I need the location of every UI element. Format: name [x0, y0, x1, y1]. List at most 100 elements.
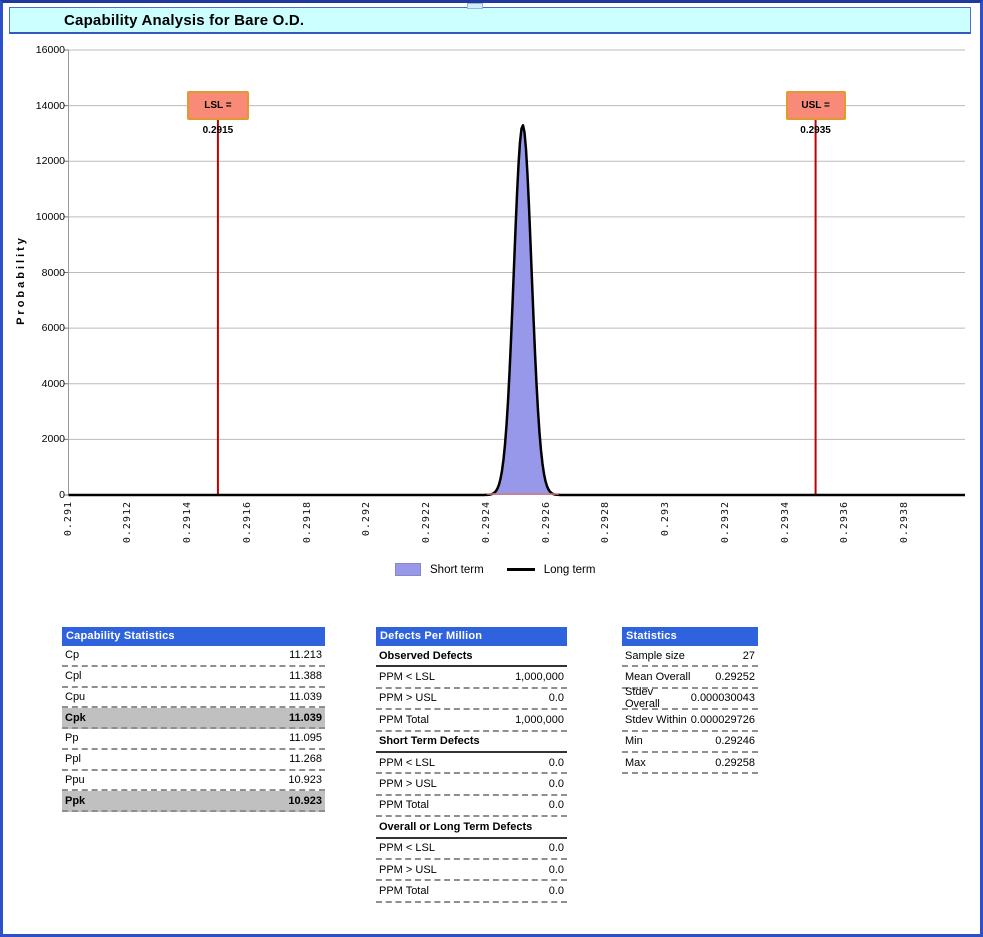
row-label: Min: [625, 735, 643, 748]
x-axis-tick-label: 0.2922: [421, 501, 433, 544]
section-title: Short Term Defects: [376, 732, 567, 753]
table-row: PPM > USL 0.0: [376, 774, 567, 796]
x-axis-tick-label: 0.2914: [182, 501, 194, 544]
table-row: PPM Total 0.0: [376, 796, 567, 818]
row-label: PPM < LSL: [379, 842, 435, 855]
x-axis-tick-label: 0.292: [361, 501, 373, 537]
table-row: PPM Total 0.0: [376, 881, 567, 903]
chart-legend: Short term Long term: [395, 563, 595, 576]
row-value: 10.923: [288, 794, 322, 807]
table-row: Cpu 11.039: [62, 688, 325, 709]
row-label: Cpl: [65, 670, 82, 683]
capability-statistics-rows: Cp 11.213 Cpl 11.388 Cpu 11.039 Cpk 11.039 Pp 11.…: [62, 646, 325, 812]
row-label: PPM > USL: [379, 863, 437, 876]
row-label: PPM Total: [379, 799, 429, 812]
x-axis-tick-label: 0.2928: [600, 501, 612, 544]
x-axis-tick-label: 0.2934: [779, 501, 791, 544]
y-axis-title: Probability: [15, 235, 27, 325]
table-row: PPM < LSL 1,000,000: [376, 667, 567, 689]
table-row: Sample size 27: [622, 646, 758, 668]
row-value: 0.0: [548, 884, 564, 897]
row-label: Ppk: [65, 794, 86, 807]
row-label: Cp: [65, 649, 80, 662]
y-axis-tick-label: 10000: [35, 210, 65, 223]
row-label: Stdev Overall: [625, 686, 660, 711]
x-axis-tick-label: 0.2938: [899, 501, 911, 544]
row-value: 0.000029726: [690, 713, 755, 726]
row-value: 0.29246: [715, 735, 755, 748]
row-label: Stdev Within: [625, 713, 687, 726]
capability-statistics-header: Capability Statistics: [62, 627, 325, 646]
y-axis-tick-label: 14000: [35, 99, 65, 112]
y-axis-tick-label: 16000: [35, 44, 65, 56]
table-row: Max 0.29258: [622, 753, 758, 775]
row-value: 11.268: [289, 753, 322, 766]
row-value: 1,000,000: [515, 713, 564, 726]
row-label: PPM Total: [379, 713, 429, 726]
row-label: Max: [625, 756, 646, 769]
x-axis-tick-label: 0.2936: [839, 501, 851, 544]
row-label: Ppl: [65, 753, 81, 766]
row-label: Mean Overall: [625, 671, 691, 684]
section-title: Overall or Long Term Defects: [376, 817, 567, 839]
statistics-rows: Sample size 27 Mean Overall 0.29252 Stdev Ov…: [622, 646, 758, 775]
table-row: PPM < LSL 0.0: [376, 753, 567, 775]
y-axis-tick-label: 0: [59, 489, 65, 501]
row-value: 11.039: [288, 711, 322, 724]
row-label: Sample size: [625, 649, 685, 662]
row-label: PPM < LSL: [379, 756, 435, 769]
usl-flag: USL = 0.2935: [785, 91, 846, 136]
x-axis-tick-label: 0.291: [62, 501, 74, 537]
row-value: 0.000030043: [690, 692, 755, 705]
y-axis-tick-label: 8000: [41, 266, 65, 279]
statistics-header: Statistics: [622, 627, 758, 646]
capability-chart[interactable]: Probability LSL = 0.2915 USL = 0.2935 Sh…: [3, 35, 980, 597]
defects-per-million-rows: Observed Defects PPM < LSL 1,000,000 PPM > …: [376, 646, 567, 903]
table-row: Cpk 11.039: [62, 708, 325, 729]
row-value: 27: [742, 649, 755, 662]
x-axis-tick-label: 0.2912: [122, 501, 134, 544]
row-label: Ppu: [65, 773, 85, 786]
table-row: Mean Overall 0.29252: [622, 667, 758, 689]
legend-short-term-label: Short term: [430, 563, 484, 576]
table-row: Ppu 10.923: [62, 771, 325, 792]
row-value: 11.388: [289, 670, 322, 683]
x-axis-tick-label: 0.2926: [540, 501, 552, 544]
lsl-flag: LSL = 0.2915: [186, 91, 249, 136]
table-row: PPM > USL 0.0: [376, 689, 567, 711]
y-axis-tick-label: 2000: [41, 433, 65, 446]
table-row: Stdev Overall 0.000030043: [622, 686, 758, 711]
y-axis-tick-label: 6000: [41, 322, 65, 335]
row-label: PPM Total: [379, 884, 429, 897]
statistics-table: Statistics Sample size 27 Mean Overall 0.29…: [622, 627, 758, 775]
row-value: 11.213: [289, 649, 322, 662]
row-value: 10.923: [288, 773, 322, 786]
table-row: Pp 11.095: [62, 729, 325, 750]
row-label: PPM > USL: [379, 692, 437, 705]
legend-long-term-label: Long term: [543, 563, 596, 576]
title-bar: Capability Analysis for Bare O.D.: [9, 7, 971, 34]
table-row: Min 0.29246: [622, 732, 758, 753]
table-row: Cpl 11.388: [62, 667, 325, 688]
long-term-line-icon: [506, 568, 535, 571]
row-label: Cpk: [65, 711, 86, 724]
table-row: Ppk 10.923: [62, 791, 325, 812]
y-axis-tick-label: 12000: [35, 155, 65, 168]
row-value: 0.29258: [715, 756, 755, 769]
x-axis-tick-label: 0.2918: [301, 501, 313, 544]
row-label: Pp: [65, 732, 79, 745]
row-label: PPM > USL: [379, 778, 437, 791]
table-row: PPM Total 1,000,000: [376, 710, 567, 732]
section-title: Observed Defects: [376, 646, 567, 668]
table-row: Cp 11.213: [62, 646, 325, 667]
selection-handle[interactable]: [467, 3, 483, 9]
row-value: 0.0: [548, 778, 564, 791]
x-axis-tick-label: 0.2924: [480, 501, 492, 544]
row-value: 0.0: [548, 756, 564, 769]
row-value: 0.0: [548, 692, 564, 705]
table-row: PPM < LSL 0.0: [376, 839, 567, 860]
x-axis-tick-label: 0.293: [660, 501, 672, 537]
short-term-swatch-icon: [395, 563, 421, 576]
capability-statistics-table: Capability Statistics Cp 11.213 Cpl 11.388 C…: [62, 627, 325, 812]
